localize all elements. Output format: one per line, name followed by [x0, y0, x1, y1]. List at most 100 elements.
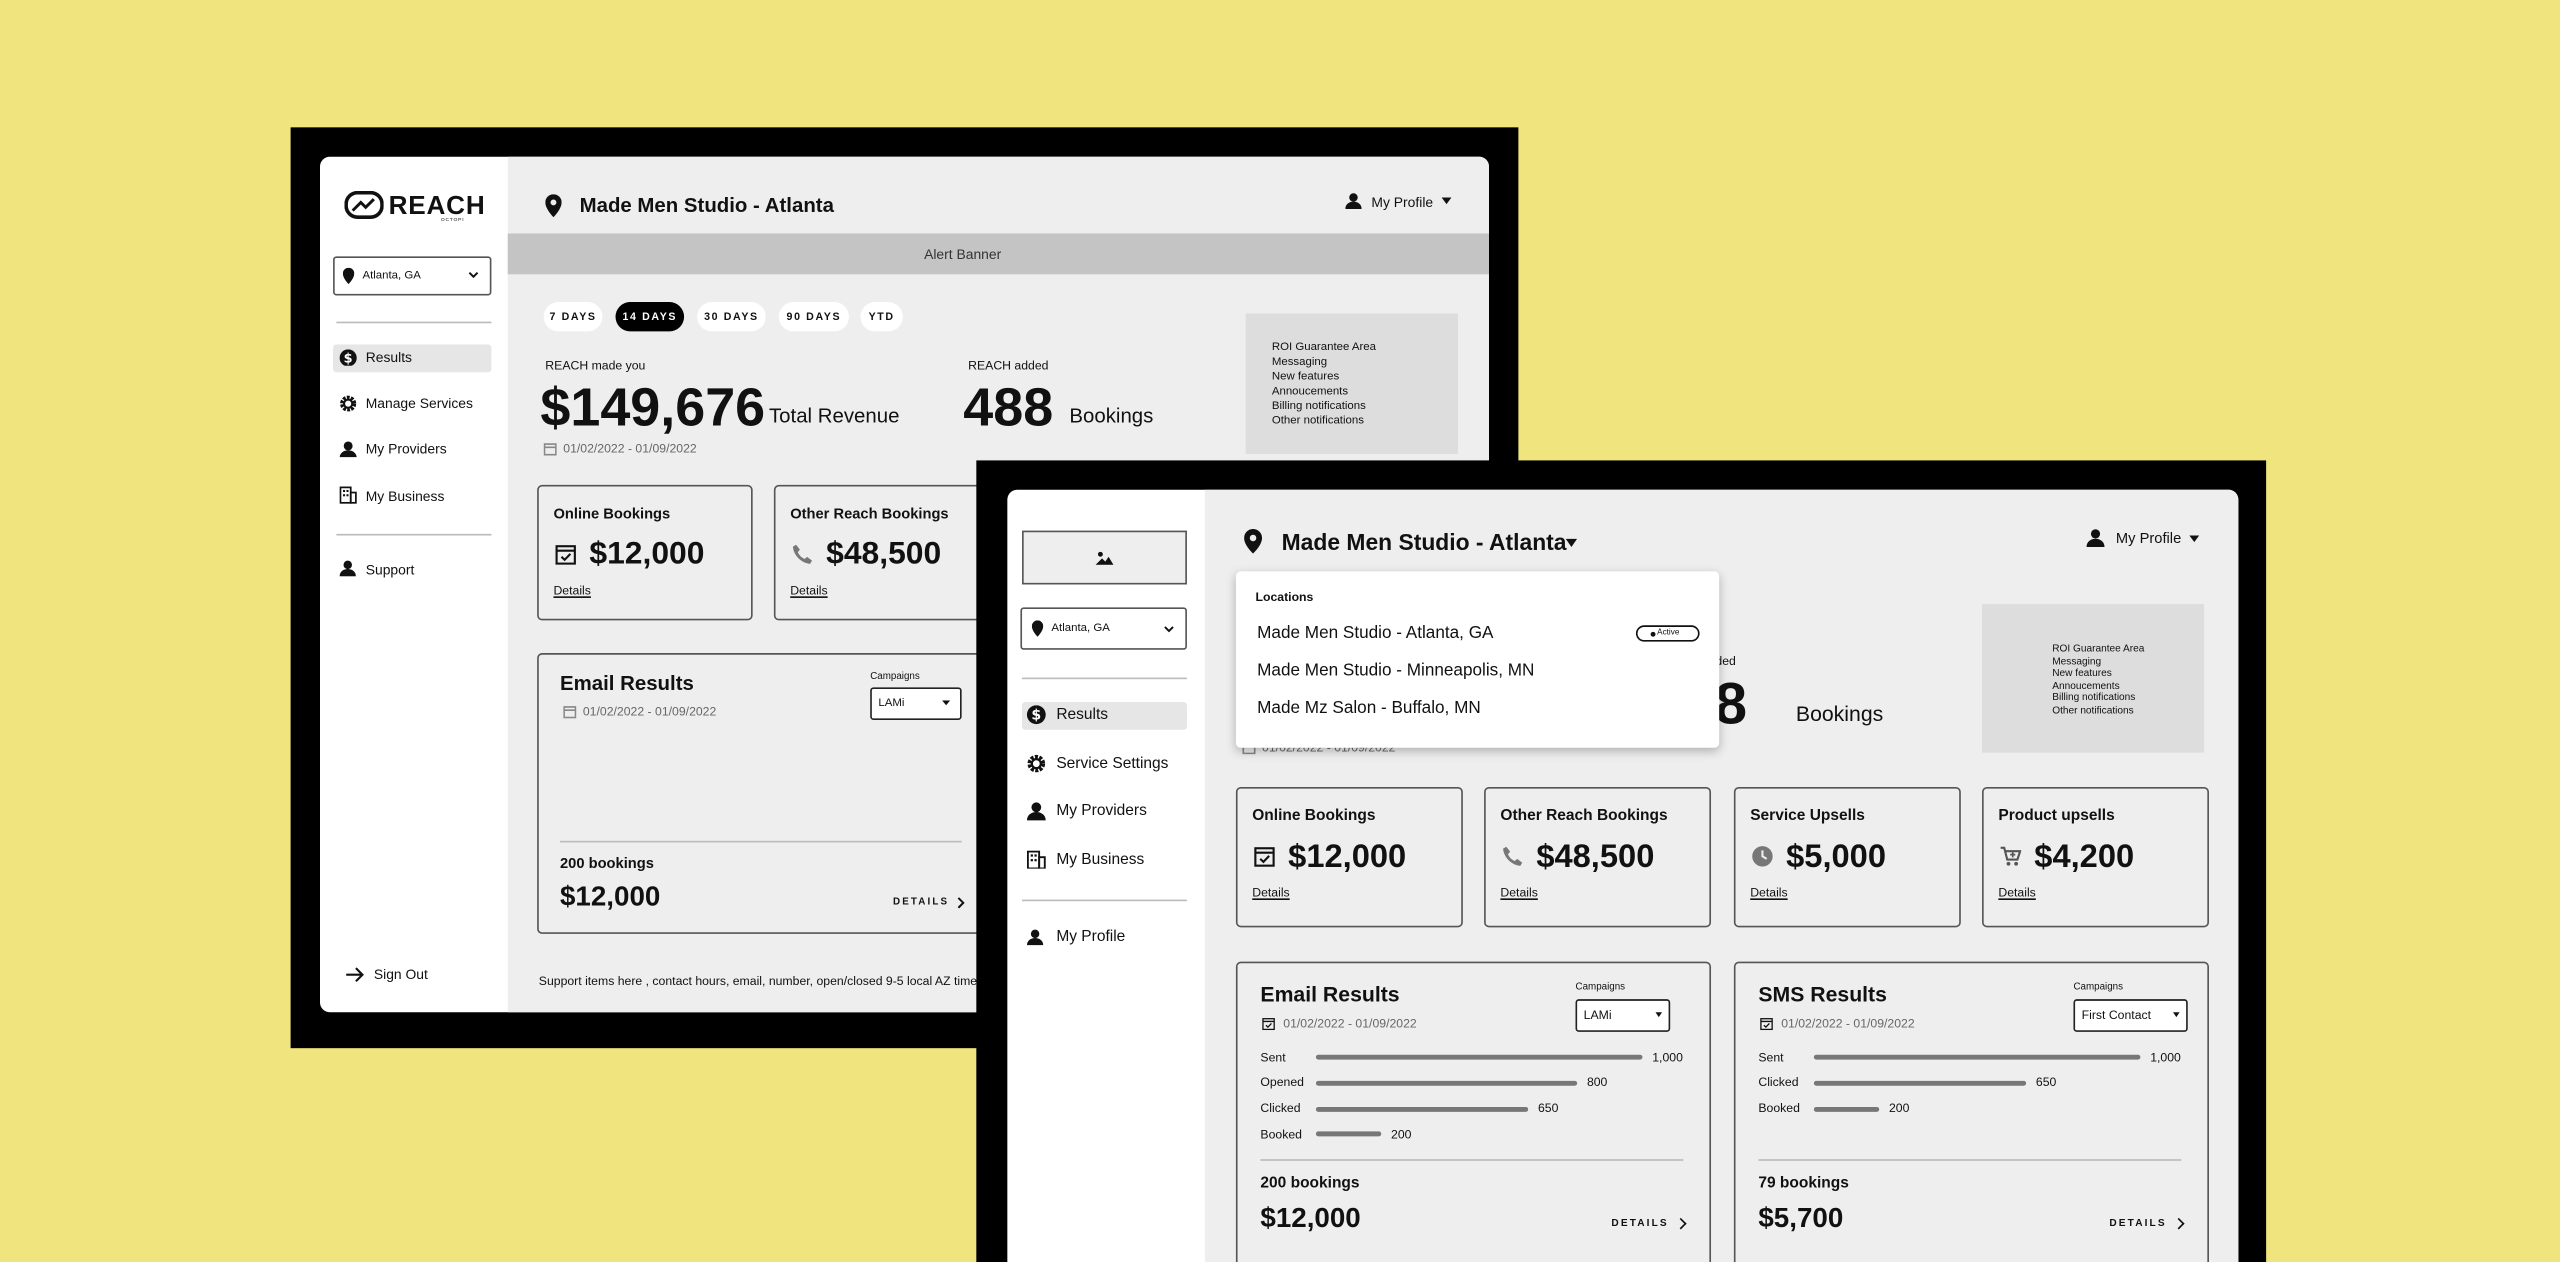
card-amount: $4,200 — [2034, 839, 2135, 876]
caption: REACH added — [968, 357, 1049, 373]
nav-item[interactable]: Manage Services — [365, 394, 473, 412]
details-link[interactable]: Details — [790, 583, 828, 598]
chevron — [468, 271, 479, 279]
details-link[interactable]: Details — [1750, 885, 1788, 900]
location-select[interactable] — [333, 256, 492, 296]
notice-line: Messaging — [2052, 655, 2102, 667]
range-pill[interactable]: 90 DAYS — [778, 302, 849, 332]
sign-out[interactable]: Sign Out — [373, 966, 428, 983]
nav-item[interactable]: Support — [365, 561, 415, 578]
nav-item[interactable]: My Business — [365, 487, 445, 504]
card-amount: $12,000 — [589, 535, 705, 572]
nav-item[interactable]: My Business — [1056, 850, 1145, 869]
separator — [1758, 1159, 2182, 1161]
campaign-select[interactable] — [2073, 999, 2188, 1032]
details-link[interactable]: Details — [553, 583, 591, 598]
range-pill[interactable]: 14 DAYS — [615, 302, 685, 332]
revenue-label: Total Revenue — [768, 404, 900, 428]
metric-name: Sent — [1260, 1049, 1286, 1065]
caret — [942, 700, 951, 706]
bookings-label: Bookings — [1795, 701, 1884, 726]
details-link[interactable]: DETAILS — [1611, 1217, 1669, 1230]
notice-line: ROI Guarantee Area — [2052, 643, 2145, 655]
separator — [336, 321, 492, 324]
profile-menu[interactable]: My Profile — [1371, 193, 1434, 211]
metric-value: 1,000 — [1652, 1049, 1683, 1065]
calcheck-icon — [1760, 1018, 1773, 1031]
summary-bookings: 200 bookings — [560, 854, 654, 872]
location-text: Atlanta, GA — [1051, 622, 1110, 635]
nav-item[interactable]: Service Settings — [1056, 754, 1169, 772]
phone-icon — [792, 544, 812, 564]
gear-icon — [340, 395, 357, 412]
chevron — [1164, 626, 1174, 633]
gear-icon — [1027, 754, 1046, 772]
notice-line: Billing notifications — [1271, 399, 1366, 412]
range-pill[interactable]: 30 DAYS — [697, 302, 766, 332]
range-pill[interactable]: 7 DAYS — [543, 302, 603, 332]
location-select[interactable] — [1020, 607, 1187, 650]
profile-menu[interactable]: My Profile — [2115, 529, 2182, 547]
notice-line: Other notifications — [2052, 704, 2134, 716]
date-range: 01/02/2022 - 01/09/2022 — [563, 441, 697, 456]
calendar-icon — [543, 443, 557, 456]
footer-text: Support items here , contact hours, emai… — [538, 973, 978, 989]
card-title: SMS Results — [1758, 982, 1887, 1007]
location-option[interactable]: Made Men Studio - Minneapolis, MN — [1257, 661, 1535, 681]
chevron — [957, 897, 965, 909]
image-icon — [1095, 551, 1114, 565]
alert-banner — [507, 233, 1489, 275]
notice-line: Annoucements — [1271, 385, 1349, 397]
location-dropdown — [1235, 571, 1720, 748]
notice-line: New features — [2052, 667, 2112, 680]
person-icon — [1026, 802, 1046, 821]
summary-card — [1484, 786, 1712, 928]
nav-item[interactable]: My Providers — [365, 441, 447, 458]
card-title: Other Reach Bookings — [1500, 806, 1668, 825]
active-badge — [1635, 625, 1700, 642]
caret — [2173, 1012, 2180, 1018]
summary-card — [773, 484, 990, 621]
details-link[interactable]: Details — [1252, 885, 1290, 900]
person-icon — [1345, 193, 1362, 209]
notice-box — [1245, 313, 1458, 454]
campaign-select[interactable] — [1575, 999, 1671, 1032]
nav-item[interactable]: Results — [365, 348, 412, 366]
location-option[interactable]: Made Men Studio - Atlanta, GA — [1257, 623, 1494, 643]
notice-line: Messaging — [1271, 355, 1328, 368]
person-icon — [339, 441, 357, 458]
svg-text:$: $ — [1031, 708, 1041, 724]
metric-name: Booked — [1758, 1100, 1800, 1116]
separator — [1260, 1159, 1684, 1161]
details-link[interactable]: DETAILS — [893, 897, 950, 908]
card-title: Email Results — [1260, 982, 1400, 1007]
notice-line: ROI Guarantee Area — [1271, 341, 1377, 353]
summary-amount: $12,000 — [1260, 1202, 1361, 1234]
location-option[interactable]: Made Mz Salon - Buffalo, MN — [1257, 699, 1481, 719]
metric-bar — [1315, 1132, 1382, 1137]
metric-name: Sent — [1758, 1049, 1784, 1065]
details-link[interactable]: Details — [1998, 885, 2036, 900]
location-text: Atlanta, GA — [362, 270, 421, 282]
details-link[interactable]: Details — [1500, 885, 1538, 900]
summary-amount: $12,000 — [560, 880, 661, 912]
separator — [336, 533, 492, 536]
arrow-icon — [346, 967, 364, 982]
pin-icon — [342, 267, 355, 285]
separator — [1022, 899, 1187, 902]
nav-item[interactable]: My Providers — [1056, 802, 1147, 821]
nav-item[interactable]: Results — [1056, 705, 1109, 724]
details-link[interactable]: DETAILS — [2109, 1217, 2167, 1230]
metric-name: Clicked — [1758, 1075, 1799, 1090]
nav-item[interactable]: My Profile — [1056, 927, 1126, 946]
metric-value: 200 — [1888, 1100, 1910, 1116]
card-title: Online Bookings — [1252, 806, 1376, 825]
caret — [1441, 197, 1452, 205]
date-range: 01/02/2022 - 01/09/2022 — [1283, 1015, 1417, 1031]
studio-title[interactable]: Made Men Studio - Atlanta — [1281, 528, 1567, 556]
calcheck-icon — [1262, 1018, 1275, 1031]
notice-line: Other notifications — [1271, 414, 1364, 427]
range-pill[interactable]: YTD — [860, 302, 903, 332]
